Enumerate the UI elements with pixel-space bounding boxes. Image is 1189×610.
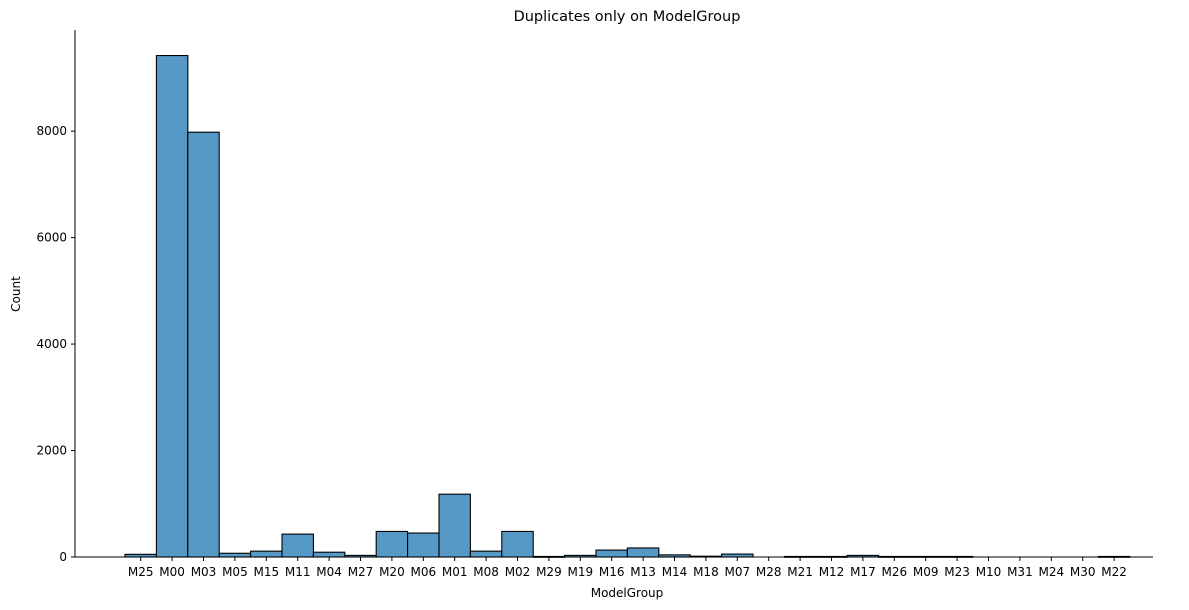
- x-tick-label: M28: [756, 565, 782, 579]
- x-tick-label: M15: [253, 565, 279, 579]
- x-tick-label: M24: [1038, 565, 1064, 579]
- x-tick-label: M14: [662, 565, 688, 579]
- bar-m01: [438, 493, 471, 558]
- bar-m15: [250, 550, 283, 558]
- y-tick-label: 6000: [36, 231, 67, 245]
- x-tick-label: M12: [819, 565, 845, 579]
- x-tick-label: M17: [850, 565, 876, 579]
- x-tick-label: M11: [285, 565, 311, 579]
- y-axis-title: Count: [9, 276, 23, 312]
- bar-m00: [155, 54, 189, 558]
- x-tick-label: M13: [630, 565, 656, 579]
- x-axis: M25 M00 M03 M05 M15 M11 M04 M27 M20 M06 M01 M08 M02 M…: [75, 556, 1153, 579]
- y-tick-label: 2000: [36, 444, 67, 458]
- bar-m02: [501, 530, 534, 558]
- chart-title: Duplicates only on ModelGroup: [514, 9, 741, 25]
- x-tick-label: M08: [473, 565, 499, 579]
- bar-m08: [469, 550, 503, 558]
- y-tick-label: 8000: [36, 124, 67, 138]
- x-tick-label: M19: [567, 565, 593, 579]
- x-tick-label: M30: [1070, 565, 1096, 579]
- x-tick-label: M18: [693, 565, 719, 579]
- bar-m20: [375, 530, 409, 558]
- x-tick-label: M03: [191, 565, 217, 579]
- y-axis: 0 2000 4000 6000 8000: [36, 30, 76, 564]
- x-tick-label: M23: [944, 565, 970, 579]
- x-tick-label: M05: [222, 565, 248, 579]
- x-tick-label: M22: [1101, 565, 1127, 579]
- x-tick-label: M21: [787, 565, 813, 579]
- bar-m05: [218, 552, 252, 558]
- x-tick-label: M09: [913, 565, 939, 579]
- bar-m16: [595, 549, 628, 558]
- x-tick-label: M27: [348, 565, 374, 579]
- bars-group: [124, 54, 1131, 558]
- bar-m06: [407, 532, 440, 558]
- x-tick-label: M01: [442, 565, 468, 579]
- x-tick-label: M25: [128, 565, 154, 579]
- bar-m13: [626, 547, 660, 558]
- bar-m04: [312, 551, 346, 558]
- x-tick-label: M00: [159, 565, 185, 579]
- x-tick-label: M02: [505, 565, 531, 579]
- x-tick-label: M04: [316, 565, 342, 579]
- x-tick-label: M10: [976, 565, 1002, 579]
- bar-m03: [187, 131, 220, 558]
- x-axis-title: ModelGroup: [591, 586, 664, 600]
- x-tick-label: M20: [379, 565, 405, 579]
- bar-m11: [281, 533, 314, 558]
- x-tick-label: M06: [410, 565, 436, 579]
- y-tick-label: 4000: [36, 337, 67, 351]
- x-tick-label: M16: [599, 565, 625, 579]
- x-tick-label: M07: [724, 565, 750, 579]
- x-tick-label: M29: [536, 565, 562, 579]
- x-tick-label: M26: [881, 565, 907, 579]
- x-tick-label: M31: [1007, 565, 1033, 579]
- y-tick-label: 0: [59, 550, 67, 564]
